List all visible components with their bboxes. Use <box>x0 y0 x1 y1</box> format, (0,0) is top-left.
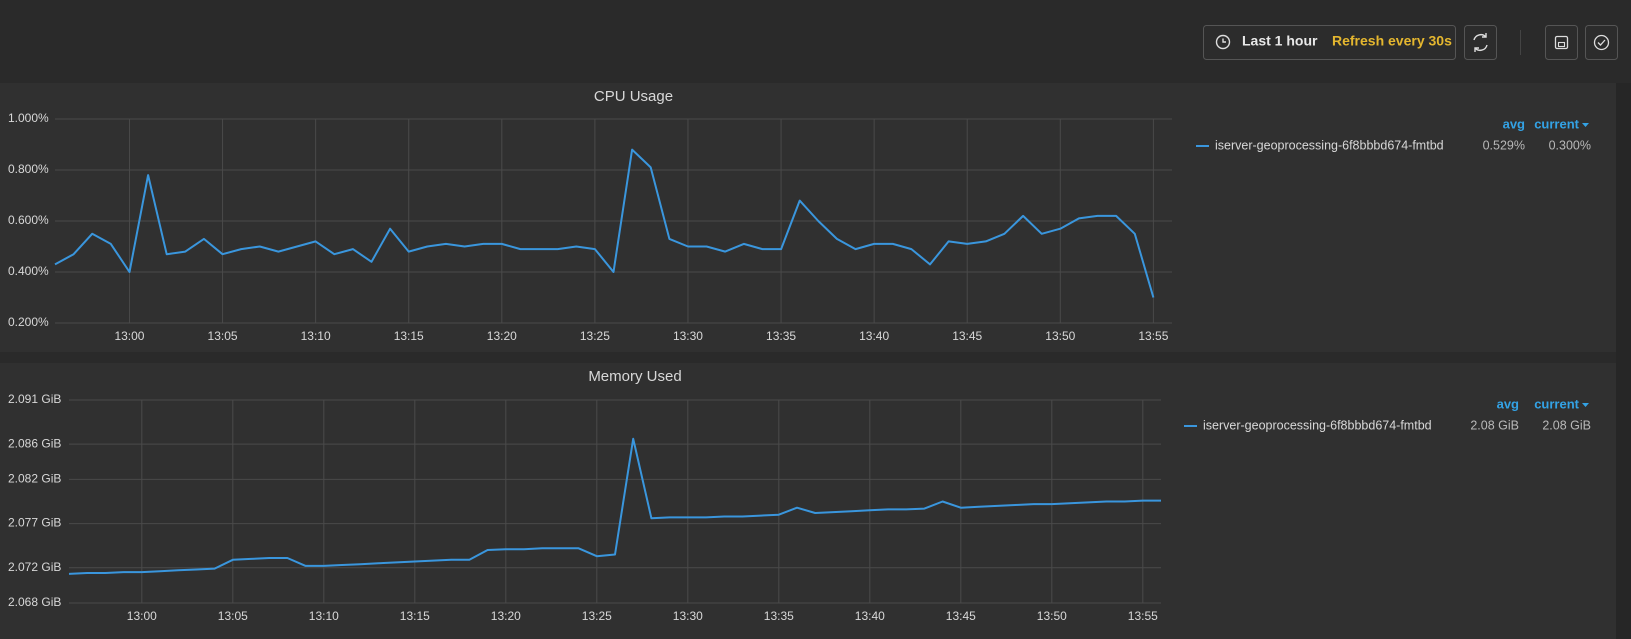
sort-caret <box>1582 403 1589 407</box>
apply-button[interactable] <box>1585 25 1618 60</box>
clock-icon <box>1215 34 1231 50</box>
refresh-interval[interactable]: Refresh every 30s <box>1332 33 1452 49</box>
chart-title: CPU Usage <box>594 88 673 105</box>
y-tick-label: 0.600% <box>8 213 49 227</box>
check-circle <box>1593 34 1610 51</box>
y-tick-label: 2.068 GiB <box>8 595 61 609</box>
x-tick-label: 13:55 <box>1128 609 1158 623</box>
x-tick-label: 13:15 <box>400 609 430 623</box>
y-tick-label: 2.091 GiB <box>8 392 61 406</box>
panel <box>0 363 1616 639</box>
y-tick-label: 2.072 GiB <box>8 560 61 574</box>
x-tick-label: 13:35 <box>766 329 796 343</box>
legend-header: current <box>1534 116 1579 131</box>
x-tick-label: 13:40 <box>855 609 885 623</box>
x-tick-label: 13:50 <box>1037 609 1067 623</box>
chart-title: Memory Used <box>588 368 681 385</box>
sort-caret <box>1582 123 1589 127</box>
y-tick-label: 2.077 GiB <box>8 516 61 530</box>
y-tick-label: 0.200% <box>8 315 49 329</box>
series-line <box>68 437 1161 575</box>
refresh-button[interactable] <box>1464 25 1497 60</box>
clock-hands <box>1222 38 1226 43</box>
x-tick-label: 13:05 <box>218 609 248 623</box>
x-tick-label: 13:30 <box>673 329 703 343</box>
check-mark <box>1597 39 1606 46</box>
x-tick-label: 13:25 <box>580 329 610 343</box>
time-range[interactable]: Last 1 hour <box>1242 33 1318 49</box>
x-tick-label: 13:10 <box>301 329 331 343</box>
x-tick-label: 13:40 <box>859 329 889 343</box>
x-tick-label: 13:20 <box>487 329 517 343</box>
y-tick-label: 2.082 GiB <box>8 472 61 486</box>
save-icon-detail <box>1557 41 1566 48</box>
x-tick-label: 13:00 <box>127 609 157 623</box>
x-tick-label: 13:45 <box>946 609 976 623</box>
x-tick-label: 13:35 <box>764 609 794 623</box>
x-tick-label: 13:50 <box>1045 329 1075 343</box>
series-line <box>54 148 1155 298</box>
legend-header: avg <box>1503 116 1525 131</box>
legend-current: 0.300% <box>1549 138 1591 152</box>
x-tick-label: 13:10 <box>309 609 339 623</box>
y-tick-label: 0.400% <box>8 264 49 278</box>
save-icon <box>1554 35 1569 50</box>
x-tick-label: 13:55 <box>1138 329 1168 343</box>
x-tick-label: 13:15 <box>394 329 424 343</box>
time-picker[interactable] <box>1203 25 1456 60</box>
toolbar: Last 1 hour Refresh every 30s <box>1203 25 1618 60</box>
legend-label: iserver-geoprocessing-6f8bbbd674-fmtbd <box>1215 138 1444 152</box>
legend-header: avg <box>1497 396 1519 411</box>
panel <box>0 83 1616 352</box>
legend-current: 2.08 GiB <box>1542 418 1591 432</box>
legend-avg: 0.529% <box>1483 138 1525 152</box>
x-tick-label: 13:20 <box>491 609 521 623</box>
legend-label: iserver-geoprocessing-6f8bbbd674-fmtbd <box>1203 418 1432 432</box>
y-tick-label: 2.086 GiB <box>8 436 61 450</box>
x-tick-label: 13:30 <box>673 609 703 623</box>
scroll-gutter <box>1616 83 1631 639</box>
x-tick-label: 13:05 <box>208 329 238 343</box>
refresh-icon-arrows <box>1474 33 1487 52</box>
y-tick-label: 0.800% <box>8 162 49 176</box>
legend-header: current <box>1534 396 1579 411</box>
x-tick-label: 13:00 <box>114 329 144 343</box>
x-tick-label: 13:45 <box>952 329 982 343</box>
legend-avg: 2.08 GiB <box>1470 418 1519 432</box>
x-tick-label: 13:25 <box>582 609 612 623</box>
y-tick-label: 1.000% <box>8 111 49 125</box>
